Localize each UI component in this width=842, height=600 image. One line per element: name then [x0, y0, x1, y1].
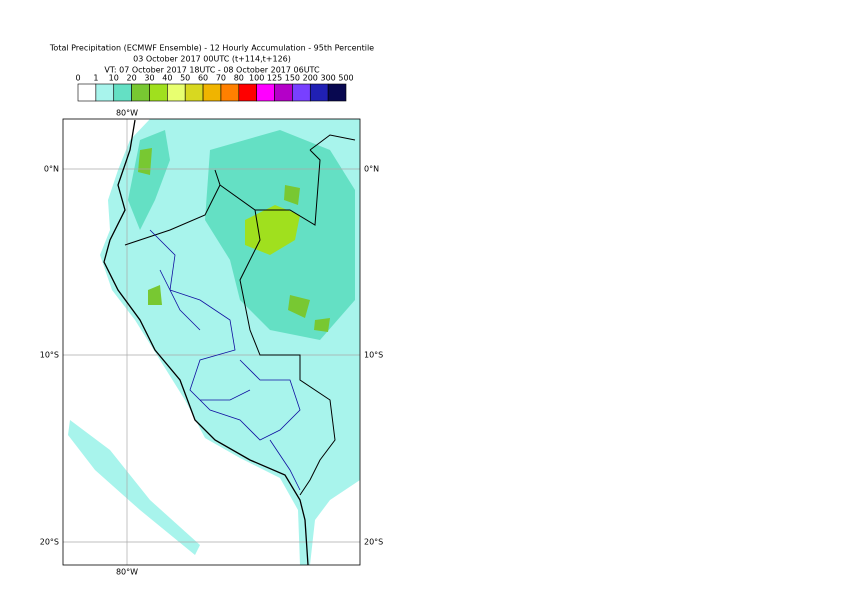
map [63, 119, 360, 565]
legend-label: 125 [267, 74, 282, 83]
legend-swatch [220, 83, 240, 102]
legend-swatch [77, 83, 97, 102]
legend-swatch [149, 83, 168, 102]
legend-label: 50 [180, 74, 190, 83]
legend-swatch [131, 83, 150, 102]
legend-label: 40 [162, 74, 172, 83]
legend-label: 0 [75, 74, 80, 83]
legend-swatch [167, 83, 186, 102]
legend-swatch [184, 83, 204, 102]
legend-label: 10 [109, 74, 119, 83]
legend: 0 1 10 20 30 40 50 60 70 80 100 125 150 200 300 500 [75, 74, 354, 102]
legend-swatch [95, 83, 115, 102]
legend-swatch [292, 83, 311, 102]
map-frame [62, 118, 361, 566]
lat-label: 20°S [364, 538, 383, 547]
legend-label: 100 [249, 74, 264, 83]
legend-swatch [327, 83, 347, 102]
legend-swatch [202, 83, 222, 102]
lat-label: 10°S [364, 351, 383, 360]
lon-label: 80°W [116, 109, 138, 118]
lon-label: 80°W [116, 568, 138, 577]
legend-swatch [256, 83, 275, 102]
legend-swatch [113, 83, 132, 102]
lat-label: 20°S [40, 538, 59, 547]
precip-moderate [128, 130, 170, 230]
legend-swatch [309, 83, 329, 102]
lat-label: 0°N [364, 165, 379, 174]
legend-label: 80 [234, 74, 244, 83]
legend-label: 60 [198, 74, 208, 83]
valid-time: VT: 07 October 2017 18UTC - 08 October 2… [104, 66, 320, 75]
legend-label: 200 [303, 74, 318, 83]
title: Total Precipitation (ECMWF Ensemble) - 1… [49, 44, 374, 53]
legend-label: 500 [338, 74, 353, 83]
run-info: 03 October 2017 00UTC (t+114,t+126) [133, 55, 291, 64]
lat-label: 0°N [44, 165, 59, 174]
precip-offshore [68, 420, 200, 555]
legend-label: 150 [285, 74, 300, 83]
legend-label: 1 [93, 74, 98, 83]
legend-label: 20 [127, 74, 137, 83]
legend-swatch [274, 83, 293, 102]
legend-label: 30 [144, 74, 154, 83]
lat-label: 10°S [40, 351, 59, 360]
legend-label: 300 [320, 74, 335, 83]
legend-swatch [238, 83, 257, 102]
legend-label: 70 [216, 74, 226, 83]
